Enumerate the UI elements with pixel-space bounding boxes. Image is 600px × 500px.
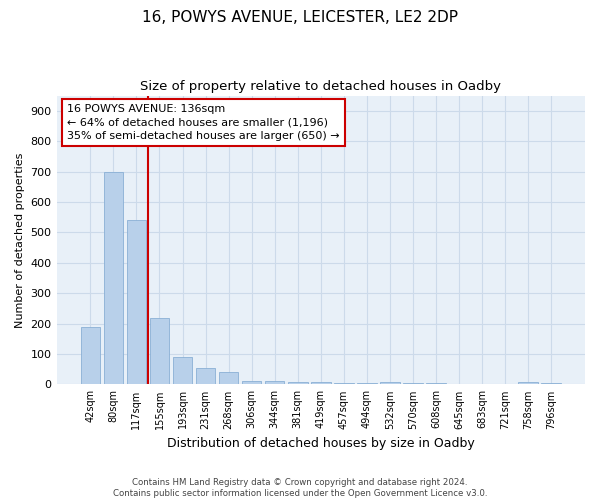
Bar	[426, 383, 446, 384]
X-axis label: Distribution of detached houses by size in Oadby: Distribution of detached houses by size …	[167, 437, 475, 450]
Bar	[265, 381, 284, 384]
Bar	[80, 326, 100, 384]
Bar	[196, 368, 215, 384]
Title: Size of property relative to detached houses in Oadby: Size of property relative to detached ho…	[140, 80, 501, 93]
Bar	[403, 383, 423, 384]
Bar	[541, 383, 561, 384]
Bar	[242, 381, 262, 384]
Bar	[357, 383, 377, 384]
Bar	[518, 382, 538, 384]
Text: Contains HM Land Registry data © Crown copyright and database right 2024.
Contai: Contains HM Land Registry data © Crown c…	[113, 478, 487, 498]
Bar	[104, 172, 123, 384]
Text: 16 POWYS AVENUE: 136sqm
← 64% of detached houses are smaller (1,196)
35% of semi: 16 POWYS AVENUE: 136sqm ← 64% of detache…	[67, 104, 340, 141]
Bar	[173, 357, 193, 384]
Bar	[311, 382, 331, 384]
Bar	[334, 383, 353, 384]
Y-axis label: Number of detached properties: Number of detached properties	[15, 152, 25, 328]
Bar	[149, 318, 169, 384]
Bar	[288, 382, 308, 384]
Text: 16, POWYS AVENUE, LEICESTER, LE2 2DP: 16, POWYS AVENUE, LEICESTER, LE2 2DP	[142, 10, 458, 25]
Bar	[380, 382, 400, 384]
Bar	[219, 372, 238, 384]
Bar	[127, 220, 146, 384]
